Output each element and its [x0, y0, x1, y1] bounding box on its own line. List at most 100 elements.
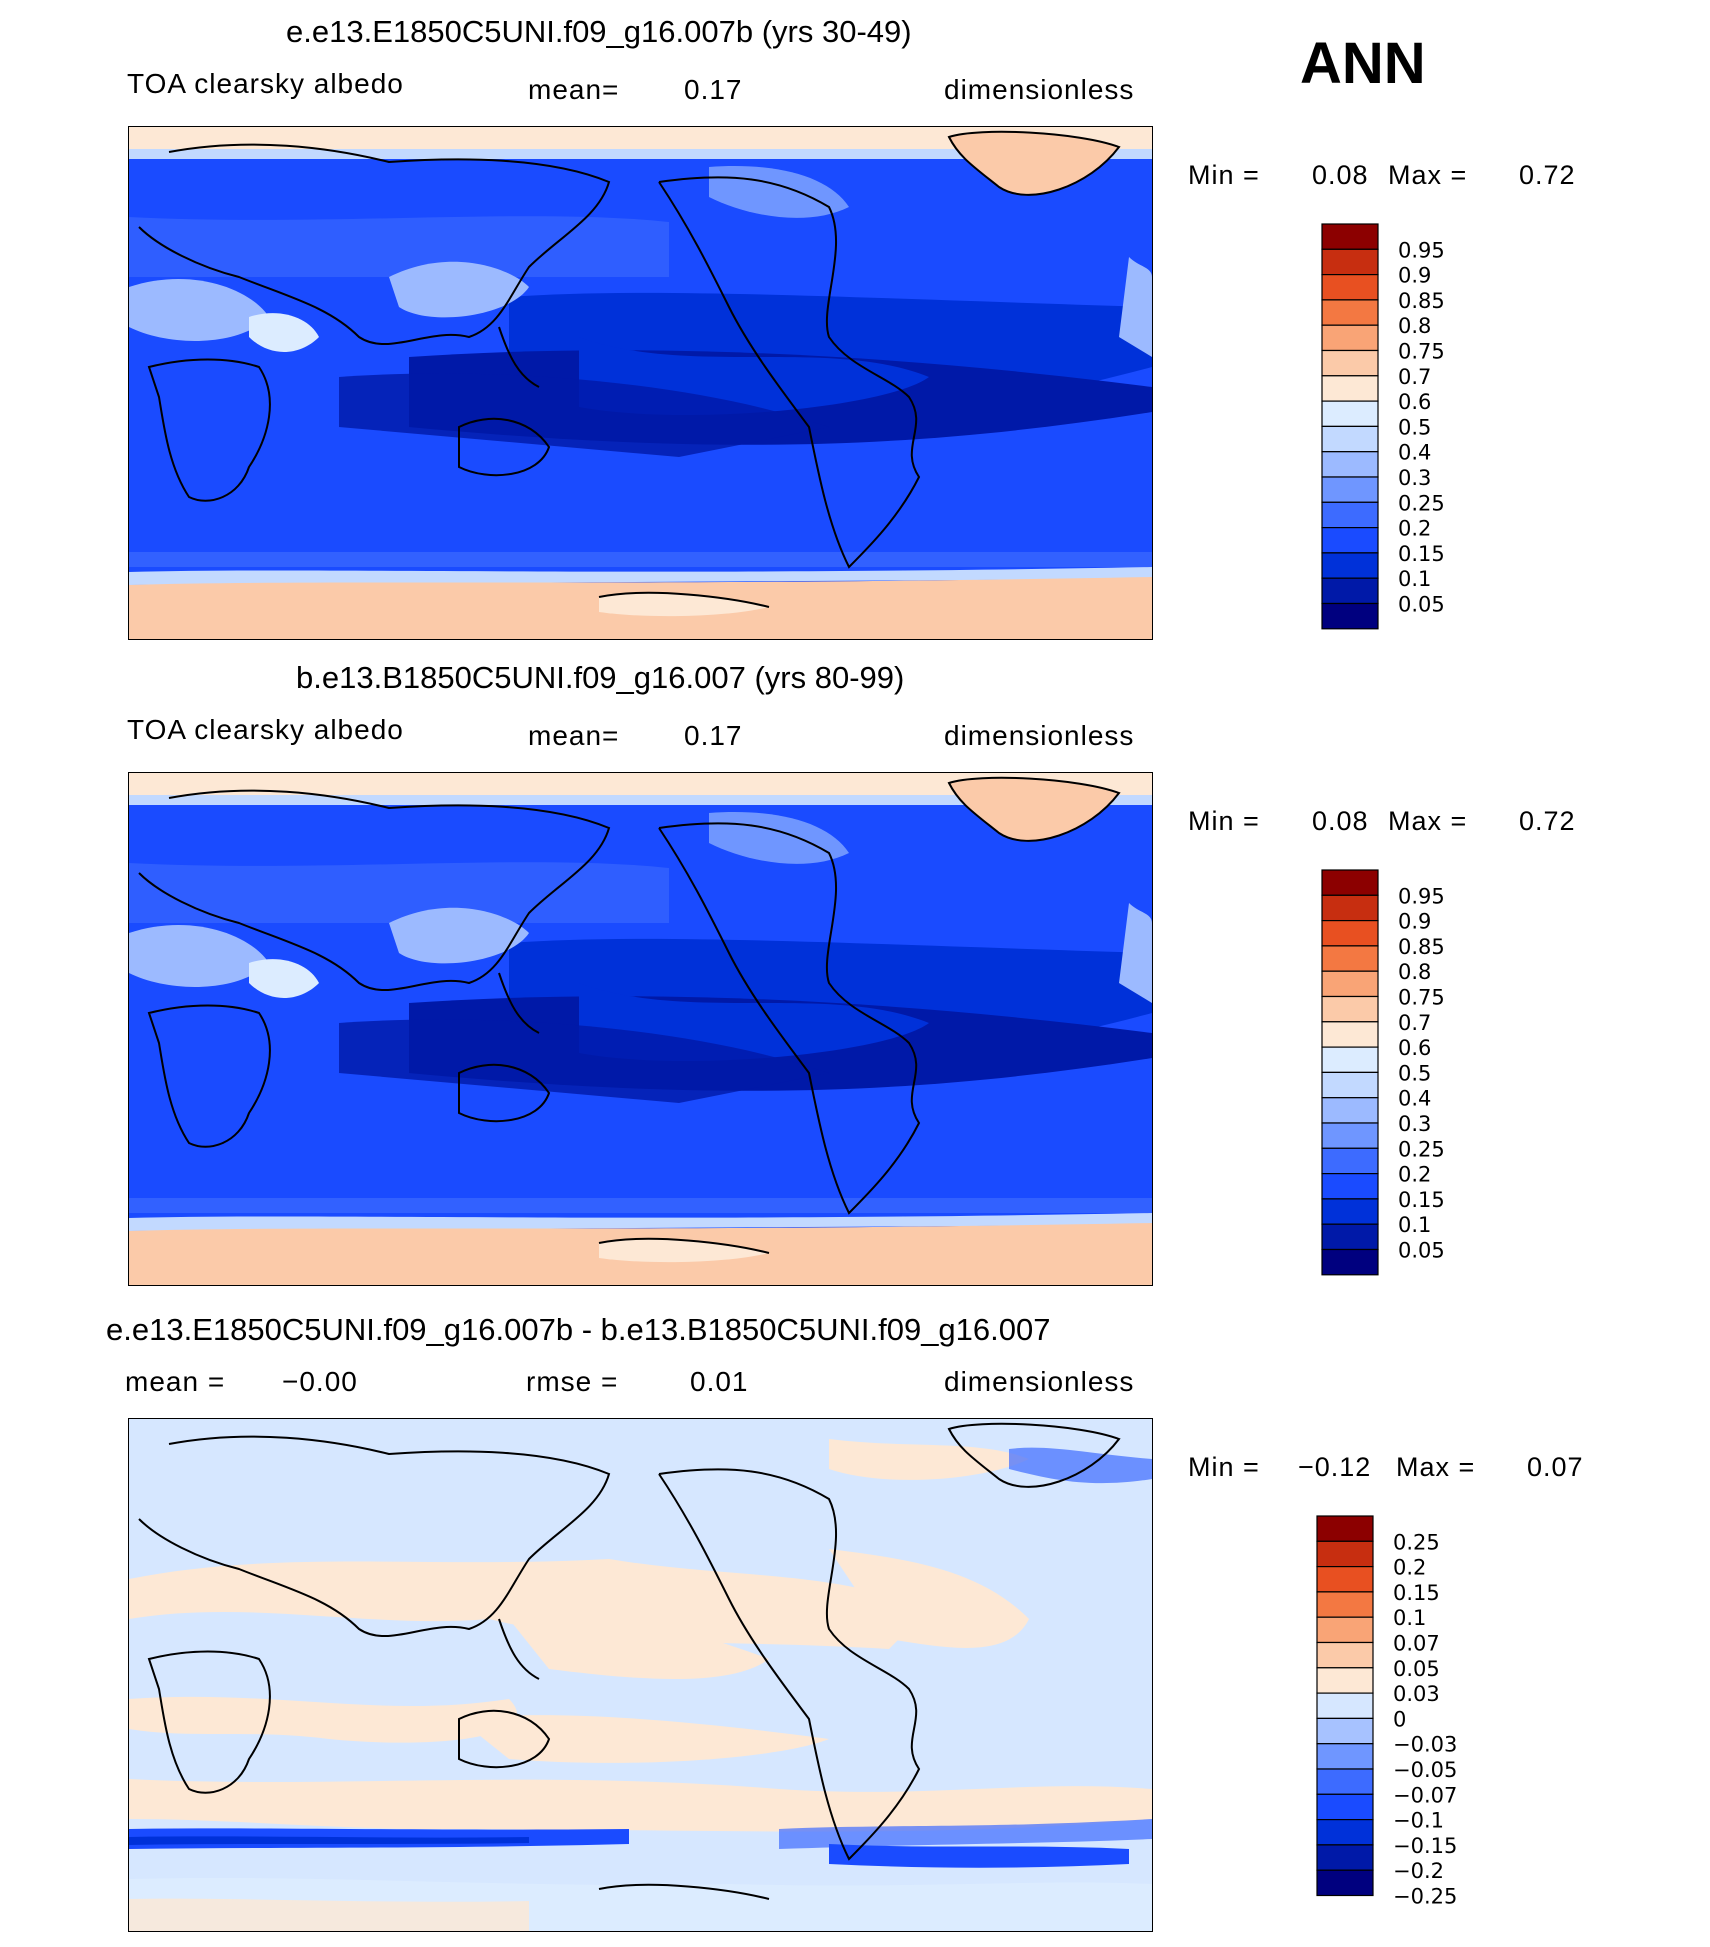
colorbar-bin [1321, 1071, 1379, 1099]
colorbar-tick-label: 0.2 [1398, 1163, 1431, 1187]
colorbar-tick-label: 0.07 [1393, 1632, 1440, 1656]
colorbar-tick-label: 0.8 [1398, 314, 1431, 338]
colorbar-bin [1321, 552, 1379, 579]
panel1-min-value: 0.08 [1312, 160, 1369, 190]
panel2-map-field [129, 773, 1152, 1285]
colorbar-tick-label: 0.2 [1398, 517, 1431, 541]
colorbar-bin [1316, 1768, 1374, 1795]
colorbar-tick-label: 0.1 [1398, 1213, 1431, 1237]
colorbar-bin [1321, 476, 1379, 503]
panel3-rmse-label: rmse = [526, 1366, 619, 1397]
panel2-mean-value: 0.17 [684, 720, 743, 751]
panel2-variable-label: TOA clearsky albedo [127, 714, 404, 745]
colorbar-bin [1321, 451, 1379, 478]
colorbar-bin [1321, 1223, 1379, 1251]
colorbar-bin [1316, 1641, 1374, 1669]
season-label: ANN [1300, 31, 1426, 96]
panel3-map [128, 1418, 1153, 1932]
colorbar-tick-label: 0.9 [1398, 910, 1431, 934]
colorbar-tick-label: 0.85 [1398, 289, 1445, 313]
colorbar-tick-label: 0.05 [1393, 1657, 1440, 1681]
colorbar-bin [1316, 1793, 1374, 1821]
colorbar-bin [1321, 970, 1379, 998]
panel3-max-label: Max = [1396, 1452, 1476, 1482]
colorbar-bin [1316, 1540, 1374, 1568]
panel2-map [128, 772, 1153, 1286]
colorbar-svg: 0.250.20.150.10.070.050.030−0.03−0.05−0.… [1316, 1515, 1457, 1909]
colorbar-tick-label: −0.05 [1393, 1758, 1457, 1782]
colorbar-bin [1321, 1173, 1379, 1200]
colorbar-tick-label: 0.6 [1398, 390, 1431, 414]
panel3-map-field [129, 1419, 1152, 1931]
colorbar-tick-label: 0.5 [1398, 415, 1431, 439]
panel1-mean-value: 0.17 [684, 74, 743, 105]
colorbar-bin [1316, 1743, 1374, 1770]
panel2-units: dimensionless [944, 720, 1135, 751]
panel3-colorbar: 0.25 0.2 0.15 0.1 0.07 0.05 0.03 0 −0.03 −0.05 −0.… [1316, 1515, 1467, 1909]
colorbar-tick-label: 0.15 [1393, 1581, 1440, 1605]
colorbar-bin [1316, 1692, 1374, 1720]
colorbar-tick-label: 0.05 [1398, 593, 1445, 617]
colorbar-bin [1321, 1147, 1379, 1175]
panel2-title: b.e13.B1850C5UNI.f09_g16.007 (yrs 80-99) [296, 660, 905, 695]
colorbar-svg: 0.950.90.850.80.750.70.60.50.40.30.250.2… [1321, 223, 1445, 630]
panel3-units: dimensionless [944, 1366, 1135, 1397]
colorbar-tick-label: 0.15 [1398, 542, 1445, 566]
panel1-max-value: 0.72 [1519, 160, 1576, 190]
colorbar-bin [1321, 995, 1379, 1023]
colorbar-bin [1316, 1616, 1374, 1644]
colorbar-svg: 0.950.90.850.80.750.70.60.50.40.30.250.2… [1321, 869, 1445, 1276]
colorbar-tick-label: 0.75 [1398, 986, 1445, 1010]
colorbar-tick-label: 0.75 [1398, 340, 1445, 364]
colorbar-bin [1321, 349, 1379, 377]
colorbar-bin [1321, 527, 1379, 554]
panel2-colorbar: 0.95 0.9 0.85 0.8 0.75 0.7 0.6 0.5 0.4 0.3 0.25 0.2… [1321, 869, 1472, 1279]
panel3-mean-label: mean = [125, 1366, 226, 1397]
panel2-max-value: 0.72 [1519, 806, 1576, 836]
colorbar-bin [1321, 425, 1379, 453]
colorbar-bin [1321, 1097, 1379, 1124]
colorbar-bin [1316, 1869, 1374, 1897]
colorbar-tick-label: 0.03 [1393, 1682, 1440, 1706]
colorbar-tick-label: −0.03 [1393, 1733, 1457, 1757]
colorbar-tick-label: 0.25 [1393, 1530, 1440, 1554]
colorbar-tick-label: 0.85 [1398, 935, 1445, 959]
colorbar-bin [1321, 919, 1379, 947]
panel2-min-label: Min = [1188, 806, 1260, 836]
colorbar-bin [1321, 577, 1379, 605]
colorbar-bin [1321, 1021, 1379, 1048]
colorbar-tick-label: 0.7 [1398, 1011, 1431, 1035]
colorbar-bin [1321, 273, 1379, 301]
colorbar-tick-label: −0.15 [1393, 1834, 1457, 1858]
colorbar-bin [1321, 1198, 1379, 1225]
panel2-min-value: 0.08 [1312, 806, 1369, 836]
panel3-min-label: Min = [1188, 1452, 1260, 1482]
colorbar-tick-label: 0.5 [1398, 1061, 1431, 1085]
colorbar-bin [1321, 299, 1379, 326]
colorbar-tick-label: 0.95 [1398, 884, 1445, 908]
colorbar-bin [1316, 1591, 1374, 1618]
colorbar-tick-label: −0.25 [1393, 1885, 1457, 1909]
panel1-title: e.e13.E1850C5UNI.f09_g16.007b (yrs 30-49… [286, 14, 912, 49]
colorbar-tick-label: 0.2 [1393, 1556, 1426, 1580]
colorbar-bin [1321, 1248, 1379, 1276]
panel1-colorbar: 0.95 0.9 0.85 0.8 0.75 0.7 0.6 0.5 0.4 0.3 0.25 0.2… [1321, 223, 1472, 633]
panel1-min-label: Min = [1188, 160, 1260, 190]
colorbar-bin [1321, 1046, 1379, 1074]
colorbar-tick-label: 0.25 [1398, 1137, 1445, 1161]
colorbar-bin [1316, 1565, 1374, 1593]
panel1-map-field [129, 127, 1152, 639]
colorbar-bin [1321, 375, 1379, 402]
colorbar-bin [1316, 1844, 1374, 1871]
colorbar-tick-label: 0.1 [1393, 1606, 1426, 1630]
colorbar-tick-label: −0.1 [1393, 1809, 1444, 1833]
colorbar-bin [1316, 1819, 1374, 1846]
colorbar-bin [1316, 1717, 1374, 1745]
colorbar-bin [1321, 945, 1379, 972]
colorbar-bin [1321, 223, 1379, 250]
panel3-title: e.e13.E1850C5UNI.f09_g16.007b - b.e13.B1… [106, 1312, 1051, 1347]
panel1-max-label: Max = [1388, 160, 1468, 190]
panel3-min-value: −0.12 [1298, 1452, 1372, 1482]
colorbar-bin [1321, 869, 1379, 896]
colorbar-tick-label: −0.2 [1393, 1859, 1444, 1883]
